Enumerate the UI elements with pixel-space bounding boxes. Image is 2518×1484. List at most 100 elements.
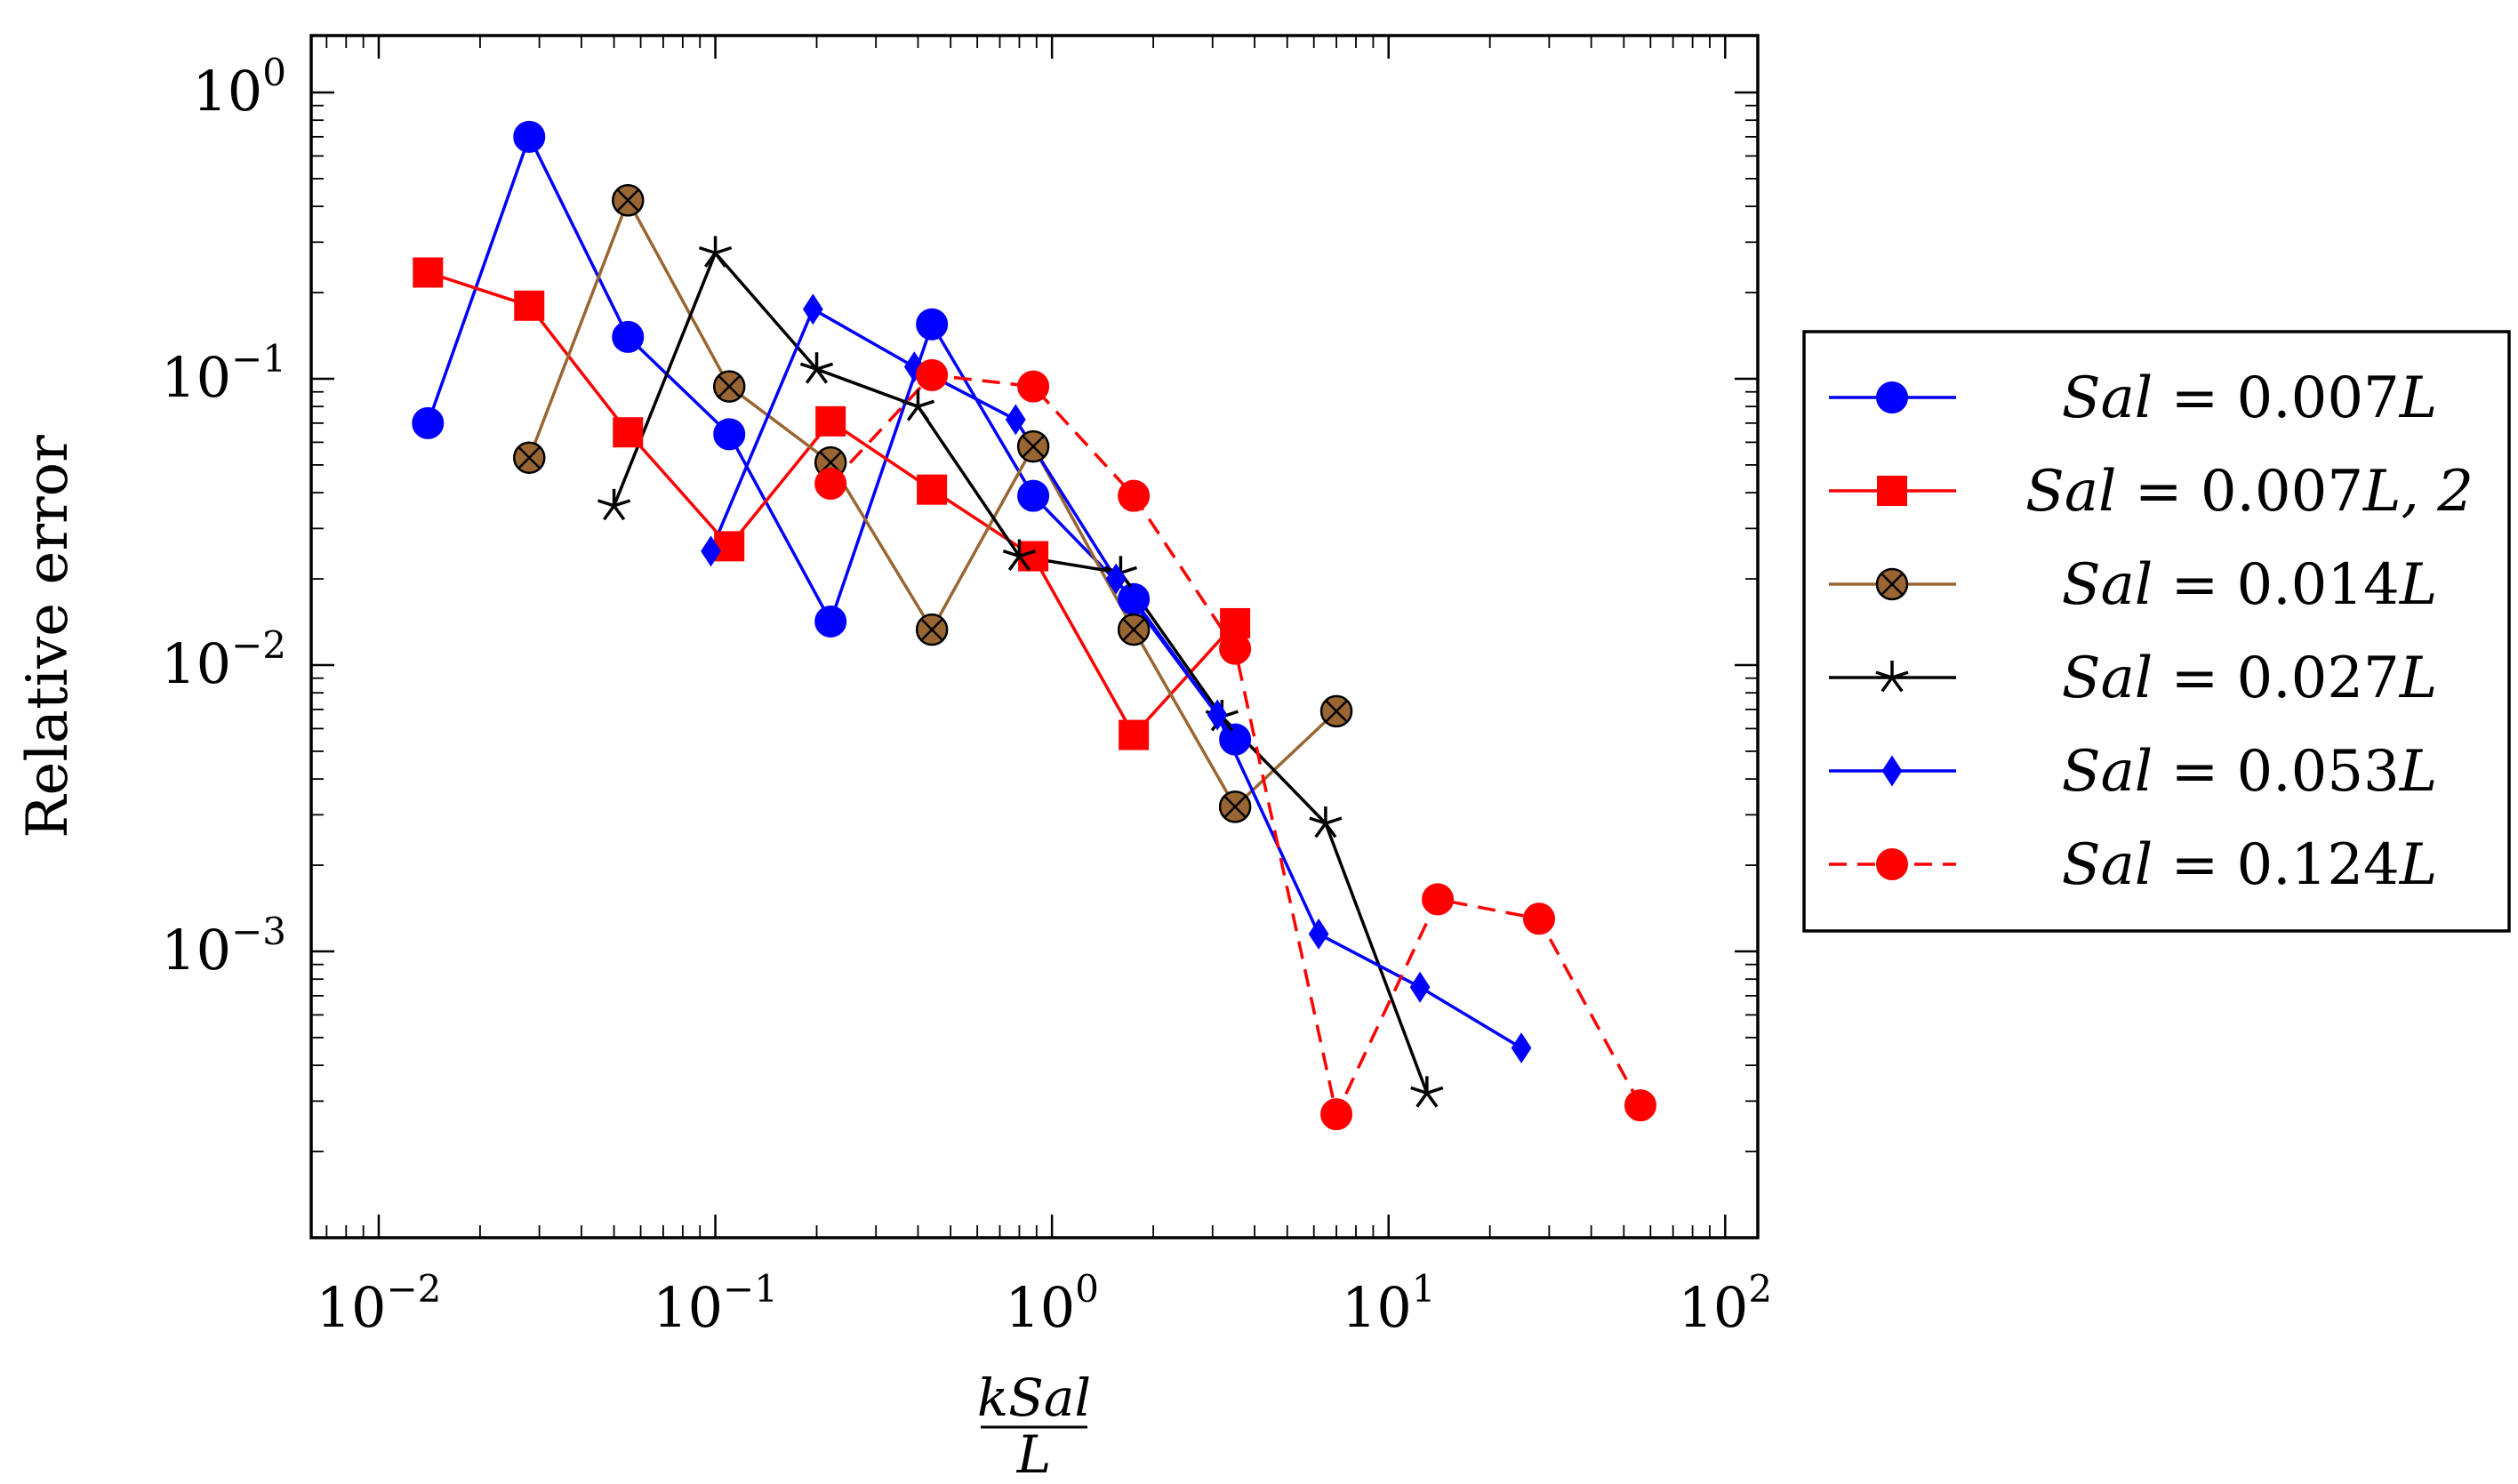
legend-label: Sal = 0.124L [2062, 832, 2438, 898]
marker-shape [412, 406, 445, 439]
marker-shape [1876, 381, 1908, 413]
data-point [1017, 370, 1050, 403]
data-point [814, 468, 847, 501]
marker-arm [1410, 1086, 1428, 1095]
marker-arm [698, 245, 717, 255]
plot-frame [309, 34, 1760, 1239]
legend-label: Sal = 0.014L [2062, 552, 2438, 618]
data-point [1319, 694, 1353, 728]
marker-cross [1021, 435, 1046, 459]
legend-entry: Sal = 0.124L [1829, 832, 2437, 898]
marker-shape [612, 320, 645, 353]
x-axis-title: kSal L [977, 1368, 1091, 1484]
marker-shape [1017, 479, 1050, 512]
legend-marker [1876, 848, 1908, 880]
data-point [1523, 902, 1556, 935]
marker-shape [1118, 582, 1151, 615]
marker-arm [799, 362, 818, 371]
marker-shape [1207, 699, 1228, 731]
marker-shape [1118, 479, 1151, 512]
data-point [915, 613, 949, 646]
data-point [514, 290, 545, 321]
legend-entry: Sal = 0.007L, 2 [1829, 459, 2474, 525]
marker-arm [1309, 816, 1327, 825]
data-point [513, 120, 546, 153]
x-axis-title-numerator: kSal [977, 1368, 1091, 1428]
marker-arm [1890, 676, 1904, 693]
marker-shape [1119, 719, 1150, 750]
data-point [597, 488, 631, 521]
marker-shape [701, 535, 721, 567]
x-tick-label: 101 [1342, 1267, 1436, 1340]
marker-shape [814, 605, 847, 638]
marker-arm [1325, 816, 1343, 825]
marker-arm [1415, 1092, 1429, 1108]
marker-shape [1624, 1089, 1656, 1122]
marker-cross [718, 374, 742, 398]
data-point [1422, 883, 1455, 916]
data-point [1005, 404, 1026, 436]
data-point [714, 531, 745, 562]
marker-arm [1007, 555, 1021, 571]
marker-cross [616, 189, 640, 213]
data-point [1410, 1076, 1444, 1108]
marker-shape [1876, 848, 1908, 880]
y-tick-label: 100 [192, 51, 286, 124]
data-point [698, 236, 733, 268]
marker-arm [613, 499, 631, 508]
legend-label: Sal = 0.007L, 2 [2025, 459, 2474, 525]
x-tick-label: 10−1 [653, 1267, 778, 1340]
data-point [1624, 1089, 1656, 1122]
marker-shape [814, 468, 847, 501]
data-point [713, 418, 746, 451]
marker-arm [1314, 822, 1327, 838]
data-point [701, 535, 721, 567]
marker-shape [1523, 902, 1556, 935]
data-point [412, 406, 445, 439]
data-point [1017, 479, 1050, 512]
data-point [815, 405, 846, 437]
marker-cross [1880, 572, 1905, 597]
marker-arm [1875, 670, 1893, 679]
data-point [916, 358, 949, 391]
marker-arm [1880, 676, 1894, 693]
x-axis-title-denominator: L [1016, 1424, 1052, 1484]
y-tick-labels: 100 10−1 10−2 10−3 [161, 51, 286, 983]
marker-shape [1320, 1098, 1353, 1131]
marker-arm [1891, 670, 1909, 679]
marker-shape [1219, 632, 1252, 665]
marker-arm [805, 368, 818, 384]
data-point [1118, 479, 1151, 512]
data-point [916, 308, 949, 341]
legend-entry: Sal = 0.053L [1829, 739, 2437, 805]
data-point [712, 370, 746, 403]
marker-arm [1324, 822, 1337, 838]
data-point [513, 441, 546, 475]
marker-arm [901, 399, 919, 408]
data-point [612, 320, 645, 353]
marker-shape [1105, 563, 1127, 595]
data-point [1219, 723, 1252, 756]
legend-label: Sal = 0.053L [2062, 739, 2438, 805]
marker-arm [917, 405, 930, 421]
marker-shape [1409, 971, 1431, 1003]
marker-arm [703, 252, 717, 268]
data-point [1018, 541, 1049, 572]
legend-marker [1875, 567, 1909, 601]
marker-shape [1018, 541, 1049, 572]
x-tick-labels: 10−2 10−1 100 101 102 [317, 1267, 1773, 1340]
marker-arm [815, 368, 829, 384]
y-tick-label: 10−2 [161, 623, 286, 696]
data-point [1119, 719, 1150, 750]
data-point [612, 184, 645, 217]
legend-marker [1877, 476, 1907, 506]
legend-label: Sal = 0.027L [2062, 646, 2438, 711]
data-point [613, 417, 644, 448]
marker-arm [815, 362, 834, 371]
marker-shape [713, 418, 746, 451]
data-point [1409, 971, 1431, 1003]
marker-shape [1219, 723, 1252, 756]
marker-arm [714, 252, 727, 268]
marker-shape [714, 531, 745, 562]
data-point [1118, 582, 1151, 615]
